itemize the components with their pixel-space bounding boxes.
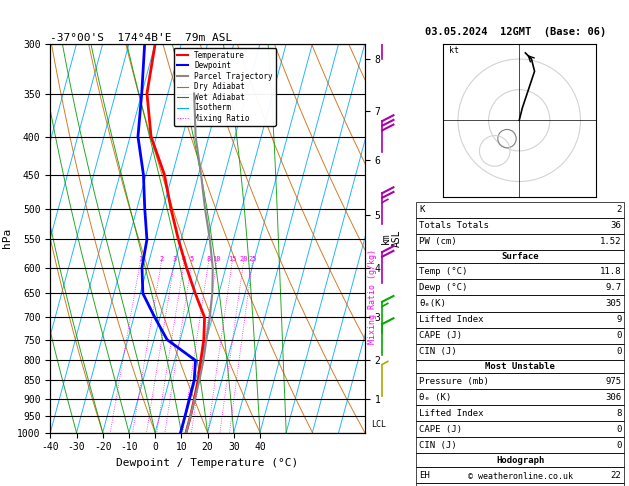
Text: 36: 36 bbox=[611, 221, 621, 230]
Text: 2: 2 bbox=[159, 256, 164, 262]
Text: Temp (°C): Temp (°C) bbox=[419, 267, 467, 276]
Text: Hodograph: Hodograph bbox=[496, 456, 544, 465]
X-axis label: Dewpoint / Temperature (°C): Dewpoint / Temperature (°C) bbox=[116, 458, 299, 468]
Text: 20: 20 bbox=[239, 256, 248, 262]
Text: PW (cm): PW (cm) bbox=[419, 237, 457, 246]
Text: CAPE (J): CAPE (J) bbox=[419, 331, 462, 340]
Text: 9: 9 bbox=[616, 315, 621, 324]
Text: K: K bbox=[419, 205, 425, 214]
Y-axis label: hPa: hPa bbox=[1, 228, 11, 248]
Text: 2: 2 bbox=[616, 205, 621, 214]
Text: θₑ(K): θₑ(K) bbox=[419, 299, 446, 308]
Text: Lifted Index: Lifted Index bbox=[419, 409, 484, 418]
Text: CIN (J): CIN (J) bbox=[419, 441, 457, 450]
Text: 9.7: 9.7 bbox=[605, 283, 621, 292]
Text: 5: 5 bbox=[190, 256, 194, 262]
Text: Most Unstable: Most Unstable bbox=[485, 362, 555, 371]
Text: 0: 0 bbox=[616, 425, 621, 434]
Text: 8: 8 bbox=[206, 256, 211, 262]
Text: Mixing Ratio (g/kg): Mixing Ratio (g/kg) bbox=[368, 249, 377, 344]
Text: EH: EH bbox=[419, 470, 430, 480]
Text: -37°00'S  174°4B'E  79m ASL: -37°00'S 174°4B'E 79m ASL bbox=[50, 33, 233, 43]
Text: 11.8: 11.8 bbox=[600, 267, 621, 276]
Text: 1.52: 1.52 bbox=[600, 237, 621, 246]
Text: 975: 975 bbox=[605, 377, 621, 386]
Text: 15: 15 bbox=[228, 256, 237, 262]
Text: 0: 0 bbox=[616, 441, 621, 450]
Text: 1: 1 bbox=[138, 256, 142, 262]
Text: 22: 22 bbox=[611, 470, 621, 480]
Text: 8: 8 bbox=[616, 409, 621, 418]
Text: Dewp (°C): Dewp (°C) bbox=[419, 283, 467, 292]
Text: CIN (J): CIN (J) bbox=[419, 347, 457, 356]
Text: θₑ (K): θₑ (K) bbox=[419, 393, 451, 402]
Text: Pressure (mb): Pressure (mb) bbox=[419, 377, 489, 386]
Text: 3: 3 bbox=[172, 256, 177, 262]
Text: 0: 0 bbox=[616, 347, 621, 356]
Text: 25: 25 bbox=[248, 256, 257, 262]
Text: LCL: LCL bbox=[371, 420, 386, 429]
Legend: Temperature, Dewpoint, Parcel Trajectory, Dry Adiabat, Wet Adiabat, Isotherm, Mi: Temperature, Dewpoint, Parcel Trajectory… bbox=[174, 48, 276, 126]
Text: Lifted Index: Lifted Index bbox=[419, 315, 484, 324]
Text: 0: 0 bbox=[616, 331, 621, 340]
Y-axis label: km
ASL: km ASL bbox=[381, 229, 402, 247]
Text: 4: 4 bbox=[182, 256, 186, 262]
Text: kt: kt bbox=[449, 46, 459, 55]
Text: 306: 306 bbox=[605, 393, 621, 402]
Text: Totals Totals: Totals Totals bbox=[419, 221, 489, 230]
Text: 305: 305 bbox=[605, 299, 621, 308]
Text: Surface: Surface bbox=[501, 252, 539, 261]
Text: 03.05.2024  12GMT  (Base: 06): 03.05.2024 12GMT (Base: 06) bbox=[425, 27, 606, 37]
Text: 10: 10 bbox=[213, 256, 221, 262]
Text: CAPE (J): CAPE (J) bbox=[419, 425, 462, 434]
Text: © weatheronline.co.uk: © weatheronline.co.uk bbox=[468, 472, 572, 481]
